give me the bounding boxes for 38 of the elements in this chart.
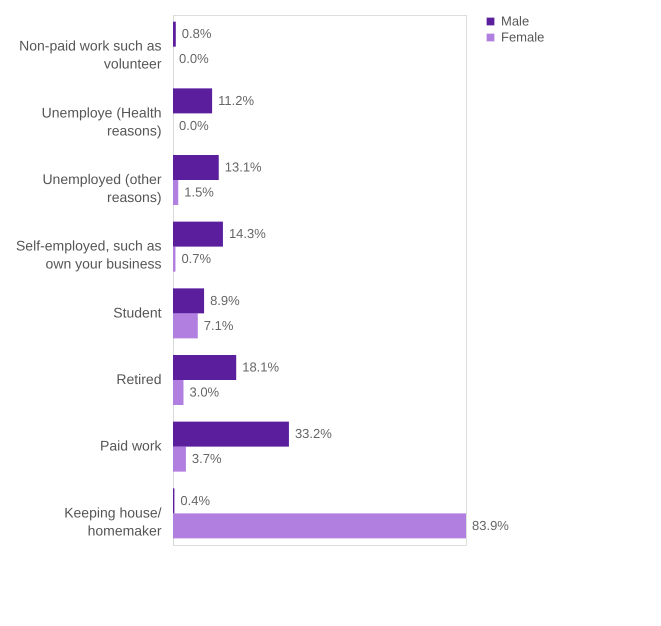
data-label: 0.4%: [180, 492, 210, 508]
data-label: 14.3%: [228, 226, 266, 242]
y-tick-label: Unemployed (other reasons): [42, 171, 162, 205]
data-label: 8.9%: [210, 292, 240, 308]
legend-label: Male: [501, 14, 530, 28]
y-tick-label: Non-paid work such as volunteer: [19, 38, 162, 72]
data-label: 18.1%: [242, 360, 280, 374]
bar: [173, 88, 212, 114]
data-label: 13.1%: [224, 160, 262, 174]
legend-label: Female: [501, 30, 544, 44]
data-label: 0.0%: [179, 51, 210, 66]
data-label: 11.2%: [218, 92, 254, 108]
y-tick-label: Student: [113, 304, 162, 320]
y-tick-label: Unemploye (Health reasons): [42, 104, 162, 138]
bar: [173, 222, 223, 247]
y-tick-label: Keeping house/ homemaker: [64, 504, 162, 538]
y-tick-label: Retired: [116, 371, 162, 387]
bar: [173, 155, 219, 180]
y-tick-label: Self-employed, such as own your business: [16, 238, 162, 272]
data-label: 7.1%: [204, 318, 234, 333]
bar: [173, 180, 178, 205]
bar: [173, 355, 236, 380]
bar: [173, 288, 204, 314]
data-label: 1.5%: [184, 184, 214, 200]
bar: [173, 22, 176, 47]
y-tick-label: Paid work: [100, 438, 162, 454]
data-label: 0.7%: [181, 251, 212, 266]
data-label: 3.0%: [189, 384, 220, 400]
bar: [173, 513, 466, 538]
data-label: 83.9%: [472, 518, 510, 533]
data-label: 0.8%: [182, 26, 212, 42]
data-label: 0.0%: [179, 118, 210, 133]
data-label: 3.7%: [192, 451, 222, 466]
data-label: 33.2%: [294, 426, 332, 442]
bar: [173, 422, 289, 447]
bar: [173, 446, 186, 472]
bar: [173, 313, 198, 338]
bar: [173, 380, 184, 405]
